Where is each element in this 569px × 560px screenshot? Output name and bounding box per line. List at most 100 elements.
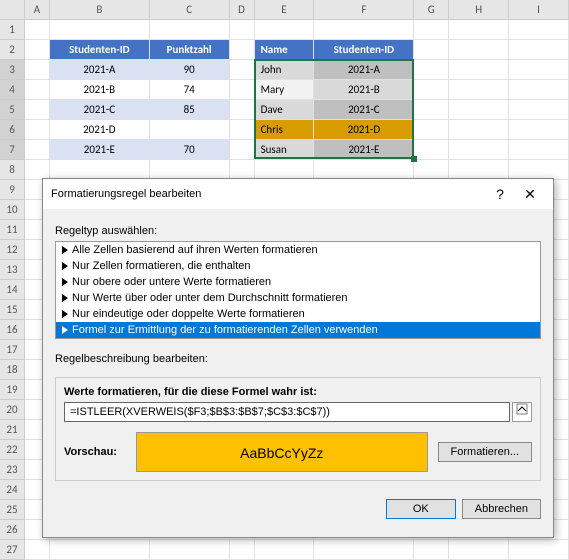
row-header[interactable]: 27 [0, 540, 25, 560]
cell[interactable]: Susan [255, 140, 315, 160]
fill-handle[interactable] [411, 156, 417, 162]
cell[interactable] [509, 80, 569, 100]
cell[interactable]: Chris [255, 120, 315, 140]
cell[interactable]: 2021-D [50, 120, 150, 140]
ruletype-option[interactable]: Nur Zellen formatieren, die enthalten [56, 258, 540, 274]
cell[interactable] [25, 80, 50, 100]
cell[interactable] [25, 100, 50, 120]
row-header[interactable]: 19 [0, 380, 25, 400]
row-header[interactable]: 15 [0, 300, 25, 320]
row-header[interactable]: 17 [0, 340, 25, 360]
cell[interactable] [414, 540, 449, 560]
cell[interactable]: 2021-A [314, 60, 414, 80]
cell[interactable] [314, 540, 414, 560]
cell[interactable] [509, 60, 569, 80]
cell[interactable] [449, 160, 509, 180]
cell[interactable] [230, 40, 255, 60]
row-header[interactable]: 22 [0, 440, 25, 460]
formula-input[interactable] [64, 402, 510, 422]
row-header[interactable]: 24 [0, 480, 25, 500]
cell[interactable] [50, 540, 150, 560]
cell[interactable] [255, 20, 315, 40]
cell[interactable] [509, 540, 569, 560]
cell[interactable] [230, 120, 255, 140]
ok-button[interactable]: OK [386, 499, 456, 519]
ruletype-option[interactable]: Nur obere oder untere Werte formatieren [56, 274, 540, 290]
cell[interactable] [509, 160, 569, 180]
cell[interactable] [414, 100, 449, 120]
row-header[interactable]: 20 [0, 400, 25, 420]
col-header-E[interactable]: E [255, 0, 315, 19]
cell[interactable] [150, 540, 230, 560]
col-header-D[interactable]: D [230, 0, 255, 19]
col-header-A[interactable]: A [25, 0, 50, 19]
close-button[interactable]: ✕ [515, 186, 545, 203]
cell[interactable] [449, 20, 509, 40]
cell[interactable] [150, 20, 230, 40]
row-header[interactable]: 25 [0, 500, 25, 520]
row-header[interactable]: 3 [0, 60, 25, 80]
cell[interactable]: Studenten-ID [50, 40, 150, 60]
cell[interactable] [449, 100, 509, 120]
row-header[interactable]: 16 [0, 320, 25, 340]
row-header[interactable]: 8 [0, 160, 25, 180]
cell[interactable] [509, 20, 569, 40]
help-button[interactable]: ? [485, 186, 515, 202]
cell[interactable]: 2021-A [50, 60, 150, 80]
row-header[interactable]: 14 [0, 280, 25, 300]
cell[interactable] [230, 20, 255, 40]
cell[interactable] [414, 20, 449, 40]
select-all-corner[interactable] [0, 0, 25, 19]
row-header[interactable]: 13 [0, 260, 25, 280]
cell[interactable] [25, 20, 50, 40]
row-header[interactable]: 12 [0, 240, 25, 260]
cell[interactable] [509, 40, 569, 60]
cell[interactable] [150, 120, 230, 140]
cell[interactable] [314, 20, 414, 40]
cell[interactable]: Punktzahl [150, 40, 230, 60]
ruletype-listbox[interactable]: Alle Zellen basierend auf ihren Werten f… [55, 241, 541, 339]
cell[interactable] [25, 540, 50, 560]
cell[interactable] [449, 140, 509, 160]
cell[interactable] [230, 60, 255, 80]
cell[interactable] [25, 140, 50, 160]
cell[interactable] [449, 40, 509, 60]
cell[interactable] [414, 40, 449, 60]
cell[interactable]: 2021-C [50, 100, 150, 120]
cell[interactable] [414, 120, 449, 140]
row-header[interactable]: 10 [0, 200, 25, 220]
cell[interactable]: 2021-E [314, 140, 414, 160]
format-button[interactable]: Formatieren... [438, 442, 532, 462]
cell[interactable]: 74 [150, 80, 230, 100]
cell[interactable]: 2021-B [314, 80, 414, 100]
row-header[interactable]: 5 [0, 100, 25, 120]
cell[interactable]: 2021-D [314, 120, 414, 140]
row-header[interactable]: 7 [0, 140, 25, 160]
cell[interactable] [25, 160, 50, 180]
row-header[interactable]: 2 [0, 40, 25, 60]
row-header[interactable]: 21 [0, 420, 25, 440]
cell[interactable] [414, 60, 449, 80]
cell[interactable]: 90 [150, 60, 230, 80]
cell[interactable] [230, 160, 255, 180]
cell[interactable] [509, 100, 569, 120]
cell[interactable] [255, 160, 315, 180]
ruletype-option[interactable]: Nur Werte über oder unter dem Durchschni… [56, 290, 540, 306]
col-header-C[interactable]: C [150, 0, 230, 19]
col-header-H[interactable]: H [449, 0, 509, 19]
cell[interactable]: Mary [255, 80, 315, 100]
cell[interactable] [509, 120, 569, 140]
range-selector-button[interactable] [512, 402, 532, 422]
cell[interactable] [414, 160, 449, 180]
row-header[interactable]: 6 [0, 120, 25, 140]
cell[interactable] [50, 160, 150, 180]
cell[interactable] [449, 80, 509, 100]
cell[interactable]: 2021-C [314, 100, 414, 120]
cell[interactable] [230, 140, 255, 160]
cell[interactable]: 70 [150, 140, 230, 160]
col-header-I[interactable]: I [509, 0, 569, 19]
cell[interactable] [230, 100, 255, 120]
cell[interactable] [230, 540, 255, 560]
row-header[interactable]: 23 [0, 460, 25, 480]
cell[interactable] [230, 80, 255, 100]
